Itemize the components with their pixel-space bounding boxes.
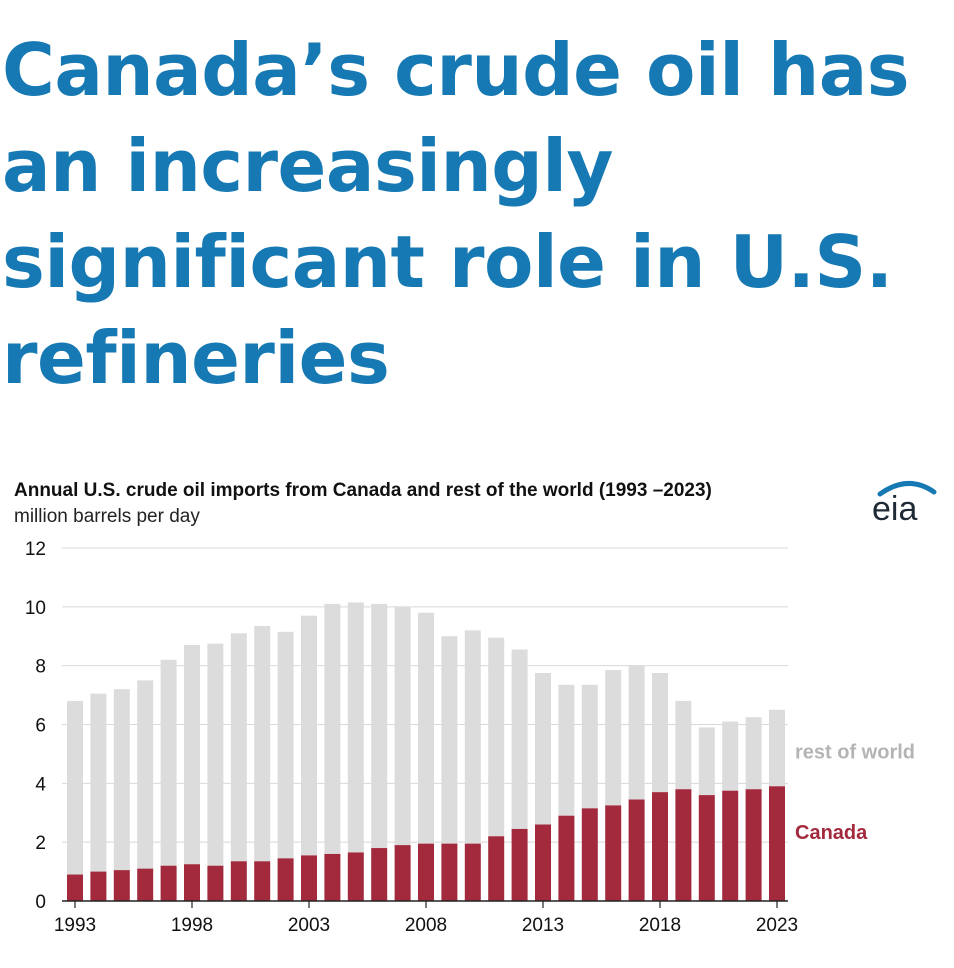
y-tick-label: 2 (35, 833, 46, 854)
x-tick-label: 2018 (639, 915, 681, 936)
y-tick-label: 12 (25, 539, 46, 560)
page-headline: Canada’s crude oil has an increasingly s… (2, 28, 910, 400)
bar-canada-2011 (488, 836, 505, 901)
bar-canada-2004 (324, 853, 341, 901)
series-labels: rest of world Canada (795, 741, 915, 844)
axes: 0 2 4 6 8 10 12 1993 1998 2003 2008 2013 2018 2023 (25, 539, 798, 936)
bar-rest-of-world-1996 (137, 680, 154, 869)
bar-rest-of-world-1999 (207, 643, 224, 866)
bar-rest-of-world-2023 (769, 709, 785, 787)
x-tick-label: 2003 (288, 915, 330, 936)
bar-canada-2012 (511, 828, 528, 901)
eia-logo: eia (872, 481, 937, 528)
bar-rest-of-world-2009 (441, 636, 458, 844)
bar-canada-2016 (605, 805, 622, 901)
bar-canada-1993 (67, 874, 83, 901)
bar-canada-2000 (230, 861, 247, 901)
bar-rest-of-world-2022 (745, 717, 762, 790)
bar-canada-2005 (347, 852, 364, 901)
bar-rest-of-world-2007 (394, 606, 411, 846)
bar-canada-1997 (160, 865, 177, 901)
bar-canada-2010 (464, 843, 481, 901)
bar-canada-1996 (137, 868, 154, 901)
bar-canada-2007 (394, 845, 411, 901)
bar-canada-2006 (371, 848, 388, 901)
chart-title: Annual U.S. crude oil imports from Canad… (14, 480, 712, 501)
bar-canada-2014 (558, 815, 575, 901)
bars (67, 602, 785, 901)
bar-rest-of-world-2008 (418, 612, 434, 844)
bar-canada-2003 (301, 855, 317, 901)
bar-rest-of-world-2016 (605, 670, 622, 806)
y-tick-label: 0 (35, 892, 46, 913)
bar-canada-2017 (628, 799, 645, 901)
x-tick-label: 2013 (522, 915, 564, 936)
bar-canada-1994 (90, 871, 107, 901)
bar-canada-2002 (277, 858, 294, 901)
bar-canada-2019 (675, 789, 692, 901)
bar-rest-of-world-1997 (160, 659, 177, 866)
bar-canada-1995 (113, 870, 130, 901)
bar-rest-of-world-1998 (184, 645, 200, 865)
bar-canada-2022 (745, 789, 762, 901)
bar-rest-of-world-2001 (254, 625, 271, 862)
bar-canada-2009 (441, 843, 458, 901)
bar-chart: 0 2 4 6 8 10 12 1993 1998 2003 2008 2013 2018 2023 re… (25, 539, 915, 936)
bar-rest-of-world-2021 (722, 721, 739, 791)
bar-rest-of-world-2019 (675, 700, 692, 790)
bar-rest-of-world-1995 (113, 689, 130, 871)
bar-rest-of-world-2020 (698, 727, 715, 796)
bar-rest-of-world-2005 (347, 602, 364, 853)
bar-rest-of-world-2014 (558, 684, 575, 816)
series-label-rest-of-world: rest of world (795, 741, 915, 763)
bar-canada-1999 (207, 865, 224, 901)
bar-rest-of-world-2013 (535, 673, 551, 825)
bar-rest-of-world-1994 (90, 693, 107, 872)
y-tick-label: 4 (35, 774, 46, 795)
x-tick-label: 1993 (54, 915, 96, 936)
y-tick-label: 6 (35, 716, 46, 737)
bar-rest-of-world-2002 (277, 631, 294, 859)
bar-canada-2001 (254, 861, 271, 901)
bar-canada-2013 (535, 824, 551, 901)
x-tick-label: 2008 (405, 915, 447, 936)
bar-canada-2023 (769, 786, 785, 901)
bar-canada-2015 (581, 808, 598, 901)
x-tick-label: 2023 (756, 915, 798, 936)
bar-rest-of-world-2004 (324, 603, 341, 854)
bar-rest-of-world-2018 (652, 673, 668, 793)
bar-rest-of-world-2017 (628, 665, 645, 800)
eia-logo-text: eia (872, 490, 917, 528)
bar-canada-2008 (418, 843, 434, 901)
bar-rest-of-world-2003 (301, 615, 317, 856)
bar-rest-of-world-1993 (67, 700, 83, 875)
y-tick-label: 10 (25, 598, 46, 619)
bar-rest-of-world-2015 (581, 684, 598, 809)
chart-subtitle: million barrels per day (14, 506, 200, 527)
bar-canada-1998 (184, 864, 200, 901)
bar-rest-of-world-2012 (511, 649, 528, 829)
bar-canada-2021 (722, 790, 739, 901)
x-tick-label: 1998 (171, 915, 213, 936)
bar-canada-2020 (698, 795, 715, 901)
bar-canada-2018 (652, 792, 668, 901)
series-label-canada: Canada (795, 822, 868, 844)
y-tick-label: 8 (35, 657, 46, 678)
bar-rest-of-world-2010 (464, 630, 481, 844)
bar-rest-of-world-2006 (371, 603, 388, 849)
bar-rest-of-world-2000 (230, 633, 247, 862)
bar-rest-of-world-2011 (488, 637, 505, 837)
